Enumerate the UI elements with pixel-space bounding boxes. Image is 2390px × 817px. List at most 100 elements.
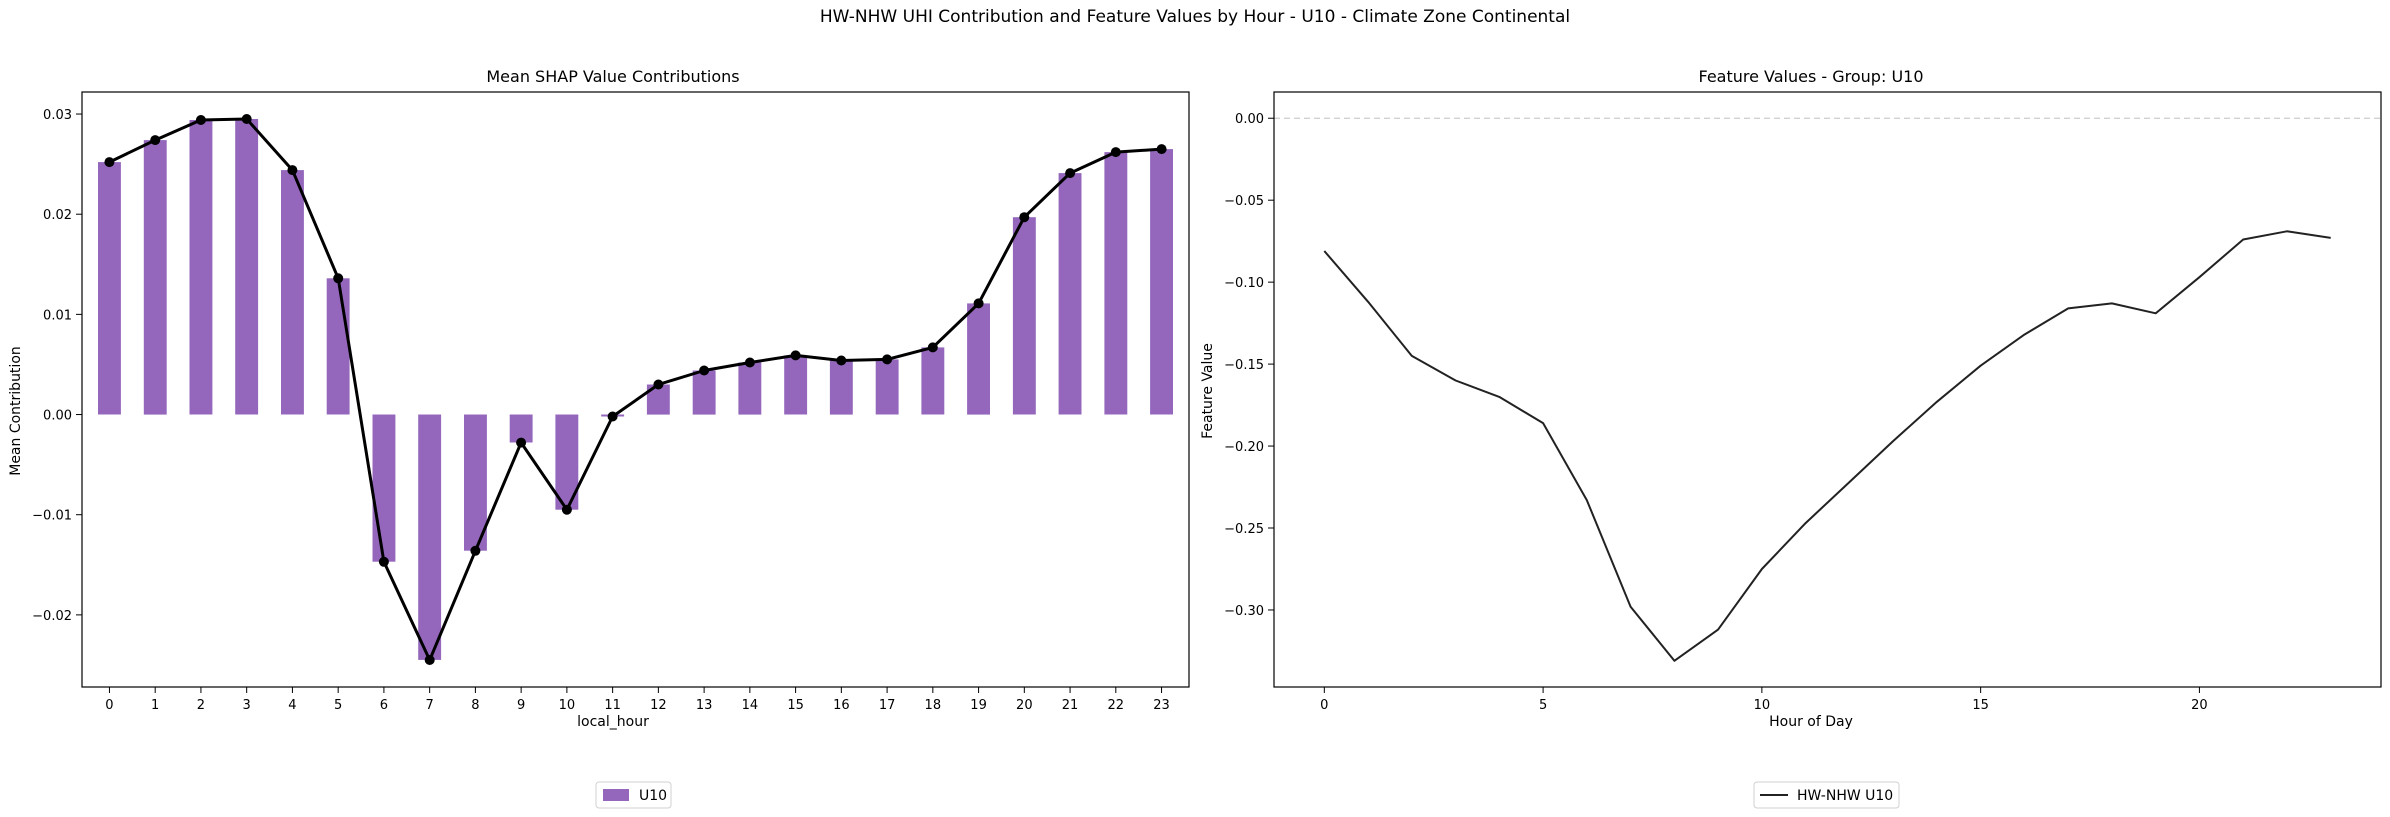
shap-x-tick-label: 8 — [471, 698, 479, 713]
shap-line-point — [653, 379, 664, 390]
shap-x-tick-label: 14 — [742, 698, 759, 713]
shap-x-tick-label: 12 — [650, 698, 667, 713]
shap-bar — [1058, 173, 1082, 415]
feature-legend-label: HW-NHW U10 — [1797, 788, 1893, 804]
shap-bar — [646, 384, 670, 415]
shap-x-tick-label: 20 — [1016, 698, 1033, 713]
shap-bar — [829, 360, 853, 415]
shap-y-tick-label: 0.03 — [43, 108, 72, 123]
shap-line-point — [882, 354, 893, 365]
shap-line-point — [1110, 147, 1121, 158]
feature-x-tick-label: 15 — [1972, 698, 1989, 713]
feature-y-tick-label: −0.15 — [1224, 358, 1264, 373]
feature-y-tick-label: 0.00 — [1235, 112, 1264, 127]
shap-legend-swatch — [603, 789, 629, 801]
shap-line-point — [104, 157, 115, 168]
shap-line-point — [927, 342, 938, 353]
shap-y-tick-label: 0.00 — [43, 409, 72, 424]
shap-bar — [189, 120, 213, 415]
shap-bar — [98, 162, 121, 415]
shap-x-tick-label: 22 — [1108, 698, 1125, 713]
shap-line-point — [607, 411, 618, 422]
shap-bar — [967, 303, 990, 415]
shap-chart-title: Mean SHAP Value Contributions — [486, 67, 739, 86]
feature-line-path — [1323, 230, 2331, 662]
feature-values-panel: Feature Values - Group: U10 Hour of Day … — [1200, 67, 2382, 809]
shap-line-point — [1065, 168, 1076, 179]
shap-x-tick-label: 23 — [1153, 698, 1170, 713]
shap-legend: U10 — [595, 781, 672, 809]
shap-line-point — [150, 135, 161, 146]
shap-bar — [555, 414, 579, 510]
shap-line-point — [1019, 212, 1030, 223]
shap-bar — [921, 347, 945, 415]
shap-bar — [326, 278, 350, 415]
shap-bar — [464, 414, 487, 551]
shap-line-point — [287, 165, 298, 176]
feature-x-tick-label: 0 — [1320, 698, 1328, 713]
shap-x-tick-label: 7 — [426, 698, 434, 713]
shap-line-point — [378, 556, 389, 567]
shap-x-tick-label: 0 — [105, 698, 113, 713]
feature-y-tick-label: −0.25 — [1224, 522, 1264, 537]
shap-line-point — [1156, 144, 1167, 155]
feature-y-tick-label: −0.05 — [1224, 194, 1264, 209]
feature-line — [1323, 230, 2331, 662]
shap-line — [104, 114, 1167, 665]
shap-line-point — [241, 114, 252, 124]
shap-legend-frame — [595, 781, 672, 809]
shap-bar — [692, 370, 716, 415]
feature-y-tick-label: −0.10 — [1224, 276, 1264, 291]
shap-y-tick-label: −0.01 — [32, 509, 72, 524]
shap-line-path — [108, 117, 1162, 662]
shap-x-tick-label: 17 — [879, 698, 896, 713]
shap-x-tick-label: 11 — [604, 698, 621, 713]
shap-bar — [784, 355, 808, 415]
shap-line-point — [516, 437, 527, 448]
shap-line-point — [744, 357, 755, 368]
feature-chart-title: Feature Values - Group: U10 — [1698, 67, 1923, 86]
shap-line-point — [699, 365, 710, 376]
shap-bar — [738, 362, 762, 415]
feature-chart-ylabel: Feature Value — [1200, 343, 1216, 439]
shap-x-ticks: 0 1 2 3 4 5 6 7 8 9 10 11 12 13 14 15 16 17 18 19 20 21 22 23 — [105, 687, 1170, 713]
shap-bar — [281, 170, 304, 415]
feature-legend-frame — [1753, 781, 1900, 809]
shap-x-tick-label: 1 — [151, 698, 159, 713]
feature-x-tick-label: 5 — [1539, 698, 1547, 713]
feature-legend: HW-NHW U10 — [1753, 781, 1900, 809]
shap-line-point — [195, 115, 206, 125]
shap-x-tick-label: 13 — [696, 698, 713, 713]
feature-x-tick-label: 10 — [1754, 698, 1771, 713]
shap-y-tick-label: 0.01 — [43, 308, 72, 323]
shap-bar — [875, 359, 899, 415]
shap-bar — [1012, 217, 1036, 415]
shap-x-tick-label: 19 — [970, 698, 987, 713]
shap-x-tick-label: 5 — [334, 698, 342, 713]
shap-bars — [98, 119, 1173, 660]
shap-line-point — [561, 504, 572, 515]
shap-bar — [1104, 152, 1128, 415]
shap-bar — [235, 119, 259, 415]
shap-bar — [1150, 149, 1173, 415]
shap-line-point — [973, 298, 984, 309]
shap-chart-ylabel: Mean Contribution — [8, 346, 24, 476]
shap-legend-label: U10 — [639, 788, 667, 804]
shap-x-tick-label: 6 — [380, 698, 388, 713]
figure-suptitle: HW-NHW UHI Contribution and Feature Valu… — [820, 7, 1570, 27]
shap-bar — [509, 414, 533, 443]
feature-y-tick-label: −0.30 — [1224, 604, 1264, 619]
shap-x-tick-label: 21 — [1062, 698, 1079, 713]
shap-x-tick-label: 4 — [288, 698, 296, 713]
shap-bar — [372, 414, 396, 562]
shap-line-point — [424, 655, 435, 665]
shap-y-tick-label: 0.02 — [43, 208, 72, 223]
shap-line-point — [470, 545, 481, 556]
feature-plot-frame — [1273, 91, 2382, 688]
shap-x-tick-label: 9 — [517, 698, 525, 713]
feature-y-tick-label: −0.20 — [1224, 440, 1264, 455]
shap-chart-xlabel: local_hour — [577, 714, 649, 730]
shap-x-tick-label: 15 — [787, 698, 804, 713]
shap-y-tick-label: −0.02 — [32, 609, 72, 624]
